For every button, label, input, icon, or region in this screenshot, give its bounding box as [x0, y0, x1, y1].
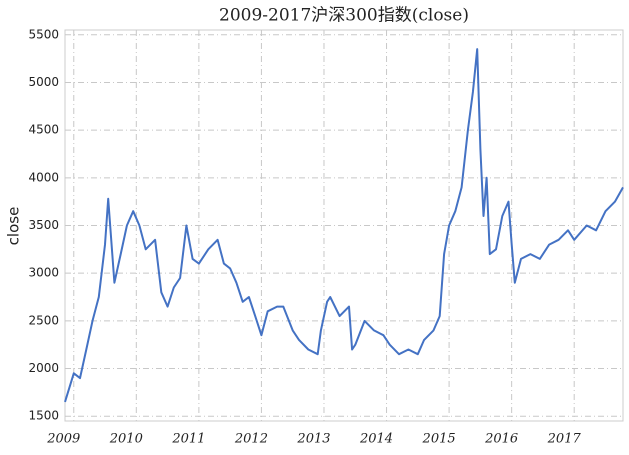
y-tick-label: 5000 [28, 75, 59, 89]
y-tick-label: 2000 [28, 361, 59, 375]
x-tick-label: 2011 [171, 432, 205, 447]
x-tick-label: 2010 [109, 432, 143, 447]
line-series [64, 48, 624, 403]
chart-title: 2009-2017沪深300指数(close) [219, 6, 469, 26]
x-tick-label: 2012 [234, 432, 268, 447]
y-tick-label: 1500 [28, 409, 59, 423]
y-tick-label: 4000 [28, 170, 59, 184]
x-tick-label: 2017 [547, 432, 582, 447]
x-tick-label: 2013 [296, 432, 330, 447]
y-tick-label: 3500 [28, 218, 59, 232]
y-tick-label: 2500 [28, 313, 59, 327]
x-tick-label: 2016 [484, 432, 518, 447]
y-tick-label: 4500 [28, 123, 59, 137]
y-tick-label: 5500 [28, 27, 59, 41]
y-tick-label: 3000 [28, 266, 59, 280]
x-tick-label: 2009 [46, 432, 80, 447]
x-tick-label: 2015 [422, 432, 456, 447]
y-axis-label: close [5, 207, 23, 246]
x-tick-label: 2014 [359, 432, 393, 447]
